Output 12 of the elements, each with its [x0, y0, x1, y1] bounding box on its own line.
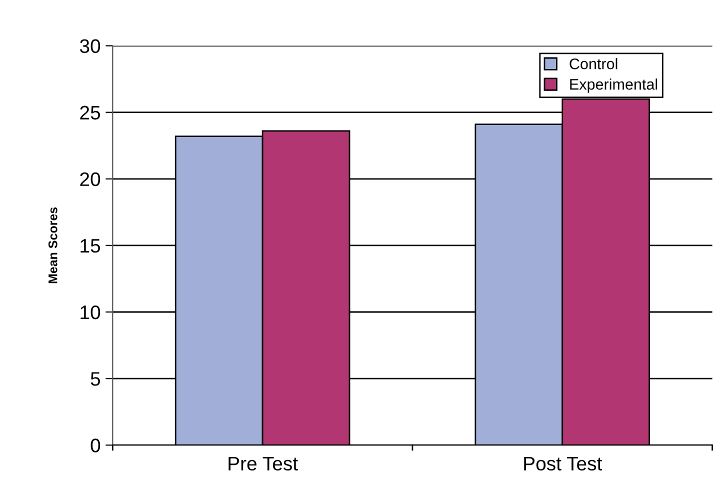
x-tick-label: Post Test — [524, 456, 602, 471]
y-tick-label: 15 — [80, 239, 100, 253]
y-tick-label: 25 — [80, 106, 100, 120]
y-tick-label: 10 — [80, 305, 100, 320]
x-tick-label: Pre Test — [228, 456, 298, 471]
legend-label: Control — [570, 58, 618, 70]
y-tick-label: 0 — [90, 438, 100, 452]
y-axis-title: Mean Scores — [48, 207, 58, 284]
legend-label: Experimental — [570, 78, 658, 93]
y-tick-label: 5 — [90, 372, 100, 386]
y-tick-label: 20 — [80, 172, 100, 186]
y-tick-label: 30 — [80, 39, 100, 54]
